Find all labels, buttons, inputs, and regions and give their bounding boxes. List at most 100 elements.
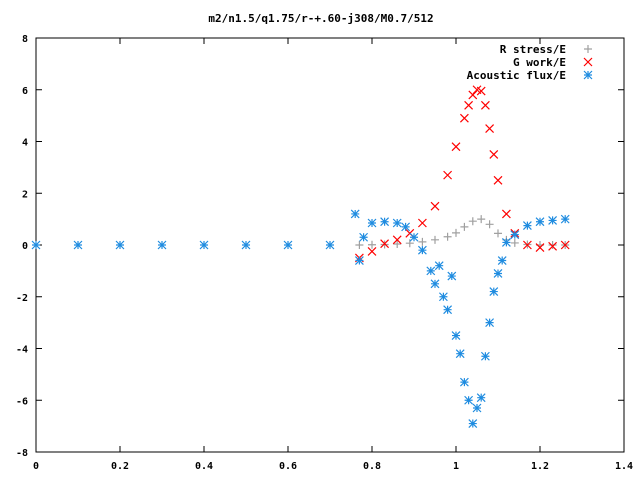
series-cross bbox=[354, 85, 570, 263]
x-tick-label: 0.6 bbox=[279, 461, 297, 472]
x-tick-label: 0 bbox=[33, 461, 39, 472]
data-point bbox=[434, 261, 444, 271]
data-point bbox=[417, 218, 427, 228]
data-point bbox=[489, 287, 499, 296]
data-point bbox=[501, 209, 511, 219]
data-point bbox=[359, 232, 369, 242]
legend-marker bbox=[583, 70, 593, 80]
data-point bbox=[468, 419, 478, 428]
data-point bbox=[367, 218, 377, 228]
x-tick-label: 0.2 bbox=[111, 461, 129, 472]
data-point bbox=[452, 228, 460, 237]
data-point bbox=[459, 377, 469, 387]
data-point bbox=[464, 395, 474, 405]
data-point bbox=[392, 235, 402, 245]
data-point bbox=[494, 229, 502, 238]
data-point bbox=[115, 240, 125, 250]
y-tick-label: -6 bbox=[16, 396, 28, 407]
legend-label: G work/E bbox=[513, 56, 566, 69]
data-point bbox=[405, 239, 414, 248]
data-point bbox=[443, 305, 453, 315]
axis-ticks: 0 0.2 0.4 0.6 0.8 1 1.2 1.4 -8 -6 -4 -2 0 2 4 6 8 bbox=[16, 34, 633, 472]
data-point bbox=[535, 243, 545, 253]
data-point bbox=[355, 241, 364, 249]
data-point bbox=[354, 256, 364, 265]
data-point bbox=[447, 271, 457, 281]
data-point bbox=[522, 221, 532, 231]
data-point bbox=[460, 222, 469, 231]
data-point bbox=[431, 235, 439, 244]
x-tick-label: 0.8 bbox=[363, 461, 381, 472]
legend-marker bbox=[583, 57, 593, 67]
data-point bbox=[472, 403, 482, 413]
data-point bbox=[493, 175, 503, 185]
data-point bbox=[430, 279, 440, 289]
data-point bbox=[451, 331, 461, 340]
data-point bbox=[477, 215, 486, 224]
data-point bbox=[417, 245, 427, 255]
data-point bbox=[73, 240, 83, 250]
data-point bbox=[480, 100, 490, 110]
data-point bbox=[451, 142, 461, 152]
data-point bbox=[380, 217, 390, 227]
data-point bbox=[199, 240, 209, 250]
data-point bbox=[459, 113, 469, 123]
data-point bbox=[522, 240, 532, 250]
data-point bbox=[430, 201, 440, 211]
data-point bbox=[485, 124, 495, 133]
data-point bbox=[426, 266, 436, 276]
data-point bbox=[510, 230, 520, 240]
y-tick-label: 4 bbox=[22, 138, 28, 149]
series-star bbox=[31, 209, 570, 428]
y-tick-label: 8 bbox=[22, 34, 28, 45]
data-point bbox=[468, 217, 477, 226]
x-tick-label: 1 bbox=[453, 461, 459, 472]
data-point bbox=[485, 318, 495, 328]
legend-label: Acoustic flux/E bbox=[467, 69, 566, 82]
data-point bbox=[548, 241, 557, 249]
data-point bbox=[464, 100, 474, 110]
data-point bbox=[393, 239, 402, 248]
data-point bbox=[157, 240, 167, 250]
x-tick-label: 1.4 bbox=[615, 461, 633, 472]
y-tick-label: -4 bbox=[16, 345, 28, 356]
data-point bbox=[560, 214, 570, 224]
data-point bbox=[241, 240, 251, 250]
data-point bbox=[548, 241, 558, 251]
data-point bbox=[480, 351, 490, 361]
data-point bbox=[535, 217, 545, 227]
x-tick-label: 0.4 bbox=[195, 461, 213, 472]
data-point bbox=[443, 170, 453, 180]
data-point bbox=[401, 222, 411, 232]
data-point bbox=[368, 240, 376, 249]
chart-title: m2/n1.5/q1.75/r-+.60-j308/M0.7/512 bbox=[208, 12, 433, 25]
data-point bbox=[409, 232, 419, 242]
y-tick-label: 6 bbox=[22, 86, 28, 97]
data-point bbox=[325, 240, 335, 250]
data-point bbox=[493, 269, 503, 278]
data-point bbox=[510, 238, 519, 247]
data-point bbox=[418, 237, 427, 246]
data-point bbox=[443, 232, 452, 241]
data-point bbox=[501, 237, 511, 247]
y-tick-label: 2 bbox=[22, 189, 28, 200]
x-tick-label: 1.2 bbox=[531, 461, 549, 472]
data-point bbox=[468, 90, 478, 100]
y-tick-label: -2 bbox=[16, 293, 28, 304]
data-point bbox=[31, 240, 41, 250]
legend-marker bbox=[584, 45, 592, 53]
data-point bbox=[283, 240, 293, 250]
data-point bbox=[392, 218, 402, 228]
data-point bbox=[497, 256, 507, 265]
data-point bbox=[455, 349, 465, 359]
data-point bbox=[380, 239, 390, 249]
y-tick-label: -8 bbox=[16, 448, 28, 459]
data-points bbox=[31, 85, 570, 428]
data-point bbox=[489, 150, 499, 159]
data-point bbox=[438, 292, 448, 302]
data-point bbox=[350, 209, 360, 219]
legend-label: R stress/E bbox=[500, 43, 566, 56]
